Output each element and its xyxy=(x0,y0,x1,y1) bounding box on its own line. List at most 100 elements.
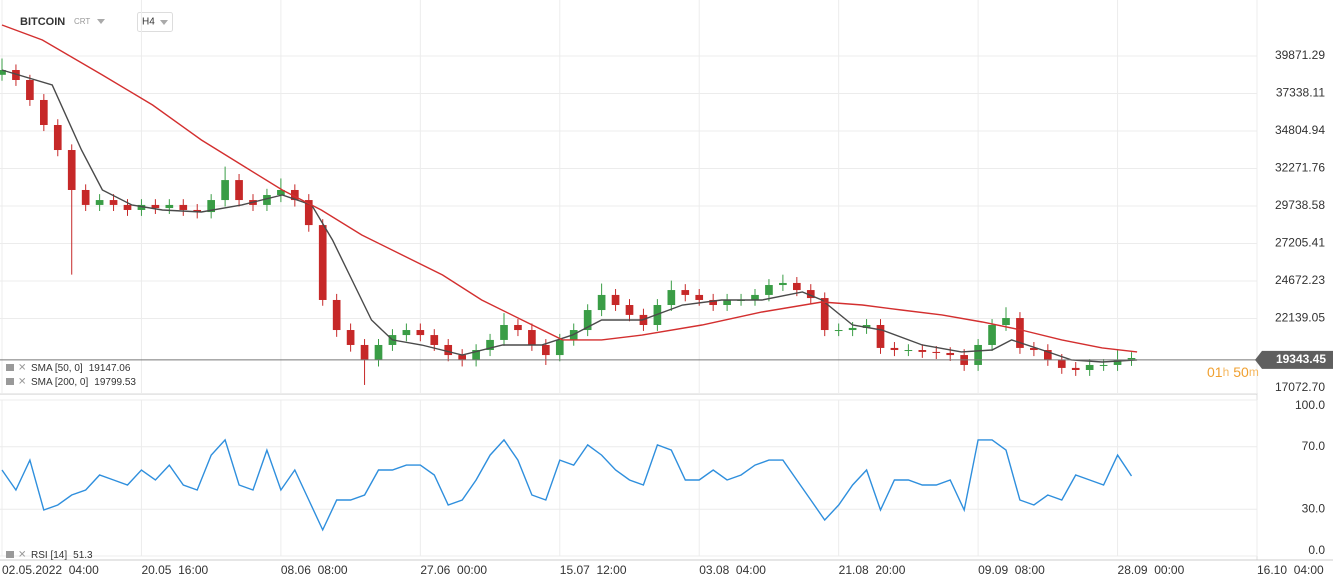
candle-body xyxy=(472,350,480,360)
countdown-minutes-unit: m xyxy=(1249,365,1259,379)
candle-body xyxy=(1099,364,1108,366)
legend-icon xyxy=(6,378,14,385)
candle-body xyxy=(179,204,188,210)
candle-body xyxy=(374,344,383,360)
candle-body xyxy=(820,298,829,331)
candle-body xyxy=(779,282,787,286)
y-tick-label: 37338.11 xyxy=(1276,86,1325,100)
candle-body xyxy=(235,180,243,201)
candle-body xyxy=(890,347,899,351)
candle-body xyxy=(709,299,718,306)
candle-body xyxy=(53,124,62,151)
timeframe-box[interactable] xyxy=(137,12,173,32)
candle-body xyxy=(583,310,592,331)
candle-body xyxy=(290,189,299,201)
countdown-hours-unit: h xyxy=(1223,365,1230,379)
candle-body xyxy=(1071,367,1080,370)
candle-body xyxy=(0,70,6,75)
candle-body xyxy=(555,339,564,356)
x-tick-label: 09.09 08:00 xyxy=(978,563,1045,577)
candle-body xyxy=(81,189,90,205)
x-tick-label: 16.10 04:00 xyxy=(1257,563,1324,577)
countdown-minutes: 50 xyxy=(1233,364,1249,380)
candle-body xyxy=(151,204,160,209)
y-tick-label: 100.0 xyxy=(1295,398,1325,412)
candle-body xyxy=(346,330,355,345)
candle-body xyxy=(95,200,104,205)
y-tick-label: 29738.58 xyxy=(1275,198,1325,212)
symbol[interactable]: BITCOIN xyxy=(20,16,65,28)
line xyxy=(1,24,1138,353)
x-tick-label: 15.07 12:00 xyxy=(560,563,627,577)
candle-body xyxy=(26,79,34,100)
y-tick-label: 22139.05 xyxy=(1275,311,1325,325)
candle-body xyxy=(318,225,327,300)
candle-body xyxy=(193,209,202,213)
candle-body xyxy=(1016,318,1024,348)
candle-body xyxy=(263,195,271,205)
candle-body xyxy=(834,330,843,332)
legend-label: SMA [50, 0] 19147.06 xyxy=(31,363,131,374)
candle-body xyxy=(458,355,467,360)
y-tick-label: 24672.23 xyxy=(1275,273,1325,287)
legend-value: 19147.06 xyxy=(89,363,131,374)
candle-body xyxy=(751,294,759,300)
candle-body xyxy=(611,294,620,306)
legend-icon xyxy=(6,551,14,558)
current-price-arrow xyxy=(1255,350,1262,369)
candle-body xyxy=(430,335,439,345)
current-price-label: 19343.45 xyxy=(1276,352,1326,366)
candle-body xyxy=(137,204,146,210)
candle-body xyxy=(304,200,313,226)
y-tick-label: 70.0 xyxy=(1302,439,1326,453)
candle-body xyxy=(332,299,341,331)
candle-body xyxy=(862,324,871,328)
candle-body xyxy=(806,290,815,299)
legend-close: ✕ xyxy=(18,363,26,374)
current-price-box xyxy=(1262,350,1333,369)
legend-value: 19799.53 xyxy=(94,377,136,388)
candle-body xyxy=(681,290,690,295)
candle-body xyxy=(597,294,606,311)
x-tick-label: 28.09 00:00 xyxy=(1118,563,1185,577)
x-tick-label: 08.06 08:00 xyxy=(281,563,348,577)
candle-body xyxy=(277,189,285,196)
candle-body xyxy=(165,204,174,209)
timeframe[interactable]: H4 xyxy=(142,17,155,28)
candle-body xyxy=(1030,347,1038,351)
x-tick-label: 02.05.2022 04:00 xyxy=(2,563,99,577)
timeframe-dropdown[interactable] xyxy=(160,20,168,25)
candle-body xyxy=(946,352,955,356)
legend-name: SMA [200, 0] xyxy=(31,377,88,388)
legend-icon xyxy=(6,364,14,371)
y-tick-label: 34804.94 xyxy=(1275,123,1325,137)
candle-body xyxy=(402,330,411,336)
candle-body xyxy=(876,324,885,348)
market-dropdown[interactable] xyxy=(97,19,105,24)
candle-body xyxy=(444,344,453,356)
candle-body xyxy=(625,305,634,315)
candle-body xyxy=(792,282,801,291)
legend-label: RSI [14] 51.3 xyxy=(31,550,93,561)
candle-body xyxy=(1085,364,1094,370)
candle-body xyxy=(207,200,216,213)
candle-body xyxy=(667,290,676,306)
candle-body xyxy=(695,294,704,300)
candle-body xyxy=(1043,350,1052,360)
legend-close: ✕ xyxy=(18,550,26,561)
line xyxy=(1,69,1138,363)
candle-body xyxy=(1113,359,1122,365)
candle-body xyxy=(904,350,913,352)
x-tick-label: 20.05 16:00 xyxy=(141,563,208,577)
candle-body xyxy=(486,339,494,351)
candle-body xyxy=(360,344,369,360)
market[interactable]: CRT xyxy=(74,17,90,26)
candle-body xyxy=(416,330,425,336)
y-tick-label: 30.0 xyxy=(1302,501,1326,515)
candle-body xyxy=(39,99,48,125)
candle-body xyxy=(541,344,550,356)
candle-body xyxy=(918,350,927,352)
legend-label: SMA [200, 0] 19799.53 xyxy=(31,377,136,388)
